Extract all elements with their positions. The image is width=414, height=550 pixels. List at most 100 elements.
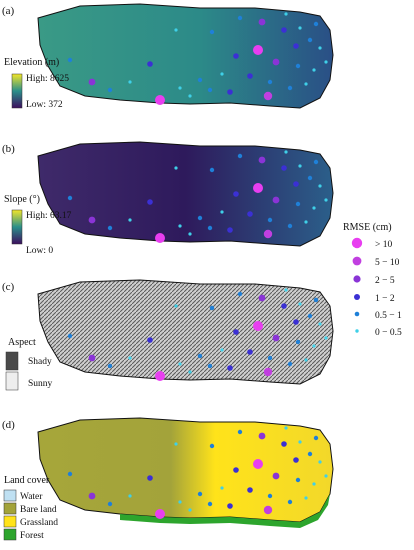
- panel-a-legend-high: High: 8625: [26, 74, 69, 84]
- station-marker: [284, 12, 288, 16]
- station-marker: [258, 156, 266, 164]
- landcover-grassland-swatch: [3, 515, 17, 528]
- landcover-water-label: Water: [20, 492, 43, 502]
- station-marker: [293, 181, 299, 187]
- landcover-forest-swatch: [3, 528, 17, 541]
- station-marker: [107, 225, 113, 231]
- station-marker: [298, 26, 302, 30]
- station-marker: [312, 68, 316, 72]
- station-marker: [293, 43, 299, 49]
- station-marker: [258, 294, 266, 302]
- station-marker: [88, 78, 96, 86]
- station-marker: [313, 21, 319, 27]
- station-marker: [304, 496, 308, 500]
- station-marker: [188, 94, 192, 98]
- rmse-class-5-marker: [354, 311, 360, 317]
- station-marker: [312, 206, 316, 210]
- station-marker: [128, 218, 132, 222]
- station-marker: [284, 288, 288, 292]
- panel-b-map: [37, 141, 334, 247]
- station-marker: [188, 232, 192, 236]
- station-marker: [227, 89, 233, 95]
- station-marker: [237, 153, 243, 159]
- station-marker: [287, 499, 293, 505]
- station-marker: [188, 370, 192, 374]
- panel-d-legend-title: Land cover: [4, 475, 50, 486]
- station-marker: [281, 303, 287, 309]
- station-marker: [298, 440, 302, 444]
- panel-b-legend-title: Slope (°): [4, 194, 40, 205]
- rmse-class-3-label: 2 − 5: [375, 276, 395, 286]
- station-marker: [209, 443, 215, 449]
- panel-a-legend-title: Elevation (m): [4, 57, 59, 68]
- station-marker: [272, 472, 280, 480]
- rmse-class-3-marker: [353, 275, 361, 283]
- panel-b-legend-low: Low: 0: [26, 246, 53, 256]
- station-marker: [267, 493, 273, 499]
- station-marker: [258, 18, 266, 26]
- station-marker: [178, 500, 182, 504]
- panel-a: (a) Elevation (m) High: 8625 Low: 372: [2, 3, 334, 110]
- station-marker: [67, 333, 73, 339]
- station-marker: [293, 457, 299, 463]
- station-marker: [220, 210, 224, 214]
- station-marker: [220, 348, 224, 352]
- station-marker: [267, 79, 273, 85]
- station-marker: [197, 353, 203, 359]
- station-marker: [295, 477, 301, 483]
- station-marker: [67, 57, 73, 63]
- station-marker: [263, 229, 273, 239]
- panel-b: (b) Slope (°) High: 63.17 Low: 0: [2, 141, 334, 256]
- panel-a-legend-low: Low: 372: [26, 100, 63, 110]
- station-marker: [220, 72, 224, 76]
- station-marker: [324, 474, 328, 478]
- station-marker: [318, 46, 322, 50]
- station-marker: [312, 344, 316, 348]
- station-marker: [220, 486, 224, 490]
- panel-a-map: [37, 3, 334, 109]
- station-marker: [128, 494, 132, 498]
- panel-c-map: [37, 279, 334, 385]
- station-marker: [178, 86, 182, 90]
- station-markers: [67, 12, 328, 519]
- station-marker: [174, 442, 178, 446]
- station-marker: [197, 491, 203, 497]
- station-marker: [209, 29, 215, 35]
- station-marker: [155, 509, 165, 519]
- station-marker: [272, 334, 280, 342]
- station-marker: [312, 482, 316, 486]
- station-marker: [188, 508, 192, 512]
- station-marker: [293, 319, 299, 325]
- rmse-legend: RMSE (cm) > 10 5 − 10 2 − 5 1 − 2 0.5 − …: [343, 222, 402, 338]
- station-marker: [298, 164, 302, 168]
- station-marker: [233, 467, 239, 473]
- station-marker: [253, 183, 263, 193]
- landcover-water-swatch: [3, 489, 17, 502]
- station-marker: [207, 87, 213, 93]
- station-marker: [209, 305, 215, 311]
- station-marker: [174, 166, 178, 170]
- panel-b-color-ramp: [11, 209, 23, 245]
- station-marker: [147, 199, 153, 205]
- rmse-class-6-marker: [355, 329, 359, 333]
- panel-d: (d) Land cover Water Bare land Grassland…: [2, 417, 334, 541]
- rmse-class-4-marker: [354, 294, 360, 300]
- station-marker: [107, 501, 113, 507]
- station-marker: [281, 165, 287, 171]
- rmse-class-2-marker: [352, 256, 362, 266]
- station-marker: [298, 302, 302, 306]
- station-marker: [178, 362, 182, 366]
- station-marker: [207, 501, 213, 507]
- station-marker: [304, 220, 308, 224]
- station-marker: [155, 371, 165, 381]
- panel-d-map: [37, 417, 334, 523]
- aspect-sunny-label: Sunny: [28, 379, 53, 389]
- rmse-class-5-label: 0.5 − 1: [375, 311, 402, 321]
- station-marker: [284, 150, 288, 154]
- panel-b-legend-high: High: 63.17: [26, 211, 72, 221]
- station-marker: [174, 28, 178, 32]
- station-marker: [207, 363, 213, 369]
- station-marker: [267, 217, 273, 223]
- rmse-class-2-label: 5 − 10: [375, 258, 400, 268]
